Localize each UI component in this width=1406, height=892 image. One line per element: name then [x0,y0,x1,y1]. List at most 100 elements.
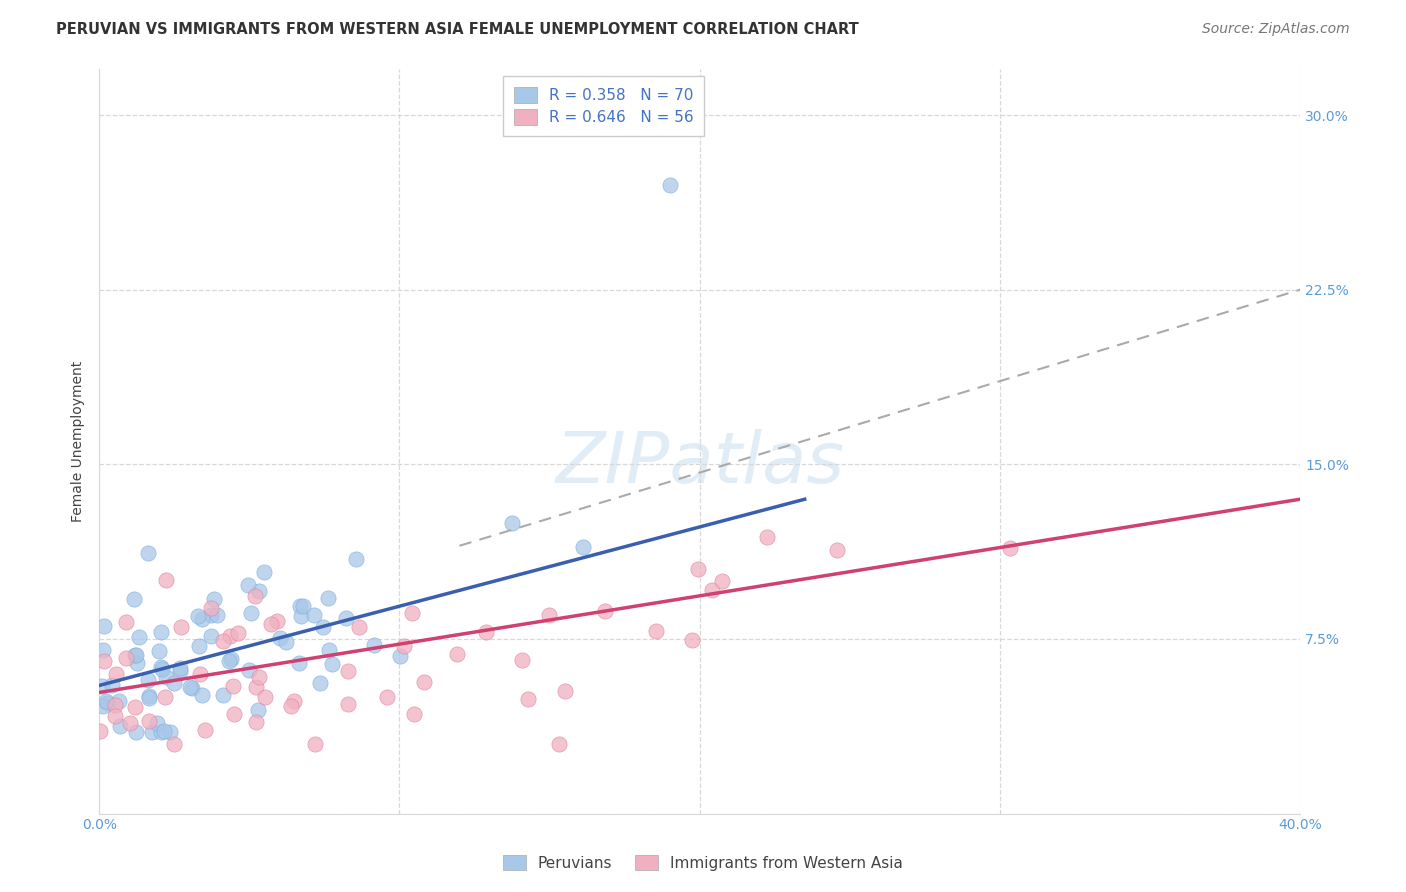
Point [96,694,118,708]
Point [288,656,311,670]
Point [169,620,191,634]
Point [700,583,723,598]
Point [572,540,595,554]
Point [269,632,291,646]
Point [240,607,263,621]
Point [187,640,209,654]
Point [318,643,340,657]
Point [91,699,114,714]
Point [347,620,370,634]
Point [93,619,115,633]
Point [155,670,177,684]
Point [187,609,209,624]
Point [141,725,163,739]
Point [218,654,240,668]
Point [136,546,159,560]
Point [304,607,326,622]
Point [153,690,176,704]
Point [247,670,270,684]
Point [336,664,359,678]
Point [554,683,576,698]
Point [392,639,415,653]
Point [124,592,146,607]
Point [412,675,434,690]
Point [105,667,128,681]
Point [128,630,150,644]
Point [280,698,302,713]
Point [179,680,201,694]
Point [162,737,184,751]
Point [115,615,138,630]
Point [245,680,267,694]
Point [998,541,1021,556]
Point [290,599,312,613]
Point [247,584,270,599]
Point [91,679,114,693]
Point [402,706,425,721]
Point [222,706,245,721]
Point [344,552,367,566]
Point [363,638,385,652]
Point [138,714,160,729]
Point [212,688,235,702]
Point [238,664,260,678]
Point [309,676,332,690]
Text: ZIPatlas: ZIPatlas [555,429,844,498]
Point [138,673,160,687]
Point [681,632,703,647]
Point [200,600,222,615]
Y-axis label: Female Unemployment: Female Unemployment [72,360,86,522]
Point [292,599,315,614]
Point [475,624,498,639]
Point [219,651,242,665]
Point [226,626,249,640]
Point [124,648,146,662]
Point [537,607,560,622]
Point [276,635,298,649]
Point [191,612,214,626]
Point [93,654,115,668]
Point [377,690,399,704]
Point [283,693,305,707]
Point [108,694,131,708]
Point [96,696,118,710]
Point [115,651,138,665]
Point [125,725,148,739]
Point [290,609,312,624]
Point [335,610,357,624]
Point [243,589,266,603]
Point [238,578,260,592]
Point [181,681,204,696]
Point [146,715,169,730]
Point [93,643,115,657]
Point [245,714,267,729]
Point [202,591,225,606]
Point [304,737,326,751]
Point [218,629,240,643]
Point [253,690,276,705]
Point [149,659,172,673]
Legend: R = 0.358   N = 70, R = 0.646   N = 56: R = 0.358 N = 70, R = 0.646 N = 56 [503,76,704,136]
Point [312,620,335,634]
Point [104,708,127,723]
Point [401,606,423,620]
Point [266,614,288,628]
Point [190,666,212,681]
Point [711,574,734,589]
Point [150,662,173,676]
Point [125,656,148,670]
Point [101,678,124,692]
Text: Source: ZipAtlas.com: Source: ZipAtlas.com [1202,22,1350,37]
Point [138,690,160,705]
Point [321,657,343,671]
Point [755,530,778,544]
Point [108,719,131,733]
Point [686,562,709,576]
Point [260,617,283,632]
Point [194,723,217,738]
Point [200,608,222,623]
Point [153,724,176,739]
Legend: Peruvians, Immigrants from Western Asia: Peruvians, Immigrants from Western Asia [494,846,912,880]
Point [510,653,533,667]
Point [120,716,142,731]
